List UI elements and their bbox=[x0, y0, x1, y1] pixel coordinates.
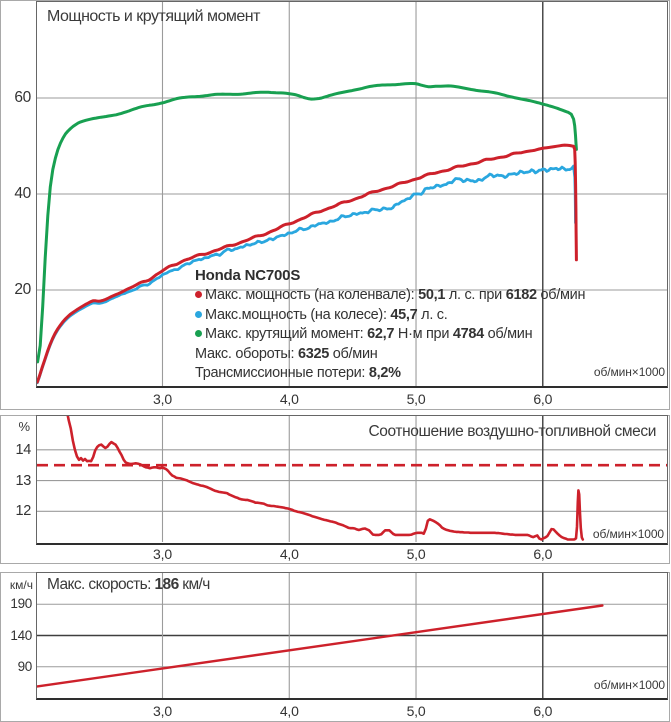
value-text: 50,1 bbox=[418, 287, 446, 303]
y-tick-label: 90 bbox=[17, 658, 33, 674]
legend-item-text: Макс. обороты: 6325 об/мин bbox=[195, 345, 378, 362]
label-text: л. с. при bbox=[445, 287, 506, 303]
y-tick-label: 13 bbox=[15, 472, 31, 489]
y-tick-label: 60 bbox=[14, 89, 31, 106]
legend: Honda NC700S Макс. мощность (на коленвал… bbox=[195, 266, 585, 384]
legend-item-text: Макс.мощность (на колесе): 45,7 л. с. bbox=[205, 306, 448, 323]
legend-item: Макс. мощность (на коленвале): 50,1 л. с… bbox=[195, 286, 585, 306]
legend-title: Honda NC700S bbox=[195, 267, 301, 284]
panel-afr-x-unit: об/мин×1000 bbox=[592, 527, 664, 541]
x-tick-label: 4,0 bbox=[279, 546, 299, 562]
y-tick-label: 12 bbox=[15, 503, 31, 520]
power-torque-chart bbox=[37, 2, 667, 386]
panel-afr-plot bbox=[36, 415, 668, 545]
y-tick-label: 140 bbox=[10, 627, 32, 643]
value-text: 8,2% bbox=[368, 365, 401, 382]
panel-power-plot bbox=[36, 1, 668, 388]
x-tick-label: 4,0 bbox=[279, 391, 299, 407]
x-tick-label: 6,0 bbox=[533, 546, 553, 562]
panel-speed-plot bbox=[36, 572, 668, 700]
label-text: л. с. bbox=[417, 306, 448, 323]
speed-chart bbox=[37, 573, 667, 698]
panel-speed-y-unit: км/ч bbox=[9, 578, 33, 592]
value-text: 186 bbox=[154, 576, 180, 593]
x-tick-label: 5,0 bbox=[406, 546, 426, 562]
curve-green bbox=[37, 82, 578, 364]
label-text: Макс.мощность (на колесе): bbox=[205, 306, 391, 323]
y-tick-label: 40 bbox=[14, 185, 31, 202]
legend-item-text: Трансмиссионные потери: 8,2% bbox=[195, 365, 401, 381]
x-tick-label: 4,0 bbox=[279, 703, 299, 719]
value-text: 6325 bbox=[297, 345, 330, 362]
curve-red bbox=[37, 604, 604, 688]
label-text: км/ч bbox=[178, 576, 210, 593]
value-text: 4784 bbox=[452, 326, 484, 343]
label-text: Макс. мощность (на коленвале): bbox=[205, 287, 419, 303]
legend-item-text: Макс. крутящий момент: 62,7 Н·м при 4784… bbox=[205, 326, 533, 343]
legend-item: Макс.мощность (на колесе): 45,7 л. с. bbox=[195, 306, 585, 326]
label-text: Макс. скорость: bbox=[47, 576, 155, 593]
legend-bullet-green-icon bbox=[195, 330, 202, 338]
panel-speed-title: Макс. скорость: 186 км/ч bbox=[47, 576, 210, 594]
x-tick-label: 3,0 bbox=[153, 546, 172, 562]
label-text: Макс. крутящий момент: bbox=[205, 326, 368, 343]
x-tick-label: 5,0 bbox=[406, 703, 426, 719]
label-text: об/мин bbox=[483, 326, 533, 343]
curve-red bbox=[37, 143, 578, 384]
legend-item: Макс. обороты: 6325 об/мин bbox=[195, 345, 585, 365]
panel-afr-y-unit: % bbox=[18, 419, 30, 434]
panel-afr-title: Соотношение воздушно-топливной смеси bbox=[368, 423, 657, 440]
legend-item-text: Макс. мощность (на коленвале): 50,1 л. с… bbox=[205, 287, 585, 303]
panel-power-title: Мощность и крутящий момент bbox=[47, 8, 260, 25]
x-tick-label: 5,0 bbox=[406, 391, 426, 407]
curve-blue bbox=[37, 164, 577, 385]
label-text: Н·м при bbox=[394, 326, 453, 343]
legend-bullet-blue-icon bbox=[195, 310, 202, 318]
y-tick-label: 14 bbox=[15, 441, 31, 458]
label-text: об/мин bbox=[536, 287, 586, 303]
label-text: Макс. обороты: bbox=[195, 345, 298, 362]
x-tick-label: 6,0 bbox=[533, 703, 553, 719]
value-text: 62,7 bbox=[367, 326, 395, 343]
legend-item: Трансмиссионные потери: 8,2% bbox=[195, 364, 585, 384]
value-text: 6182 bbox=[505, 287, 537, 303]
label-text: об/мин bbox=[329, 345, 378, 362]
legend-bullet-red-icon bbox=[195, 291, 202, 299]
value-text: 45,7 bbox=[390, 306, 418, 323]
y-tick-label: 20 bbox=[14, 281, 31, 298]
panel-power-x-unit: об/мин×1000 bbox=[593, 365, 665, 379]
panel-speed-x-unit: об/мин×1000 bbox=[593, 678, 665, 692]
legend-item: Макс. крутящий момент: 62,7 Н·м при 4784… bbox=[195, 325, 585, 345]
curve-red bbox=[66, 416, 585, 541]
afr-chart bbox=[37, 416, 667, 542]
x-tick-label: 6,0 bbox=[533, 391, 553, 407]
x-tick-label: 3,0 bbox=[153, 703, 172, 719]
y-tick-label: 190 bbox=[10, 596, 32, 612]
x-tick-label: 3,0 bbox=[153, 391, 172, 407]
label-text: Трансмиссионные потери: bbox=[195, 365, 369, 382]
